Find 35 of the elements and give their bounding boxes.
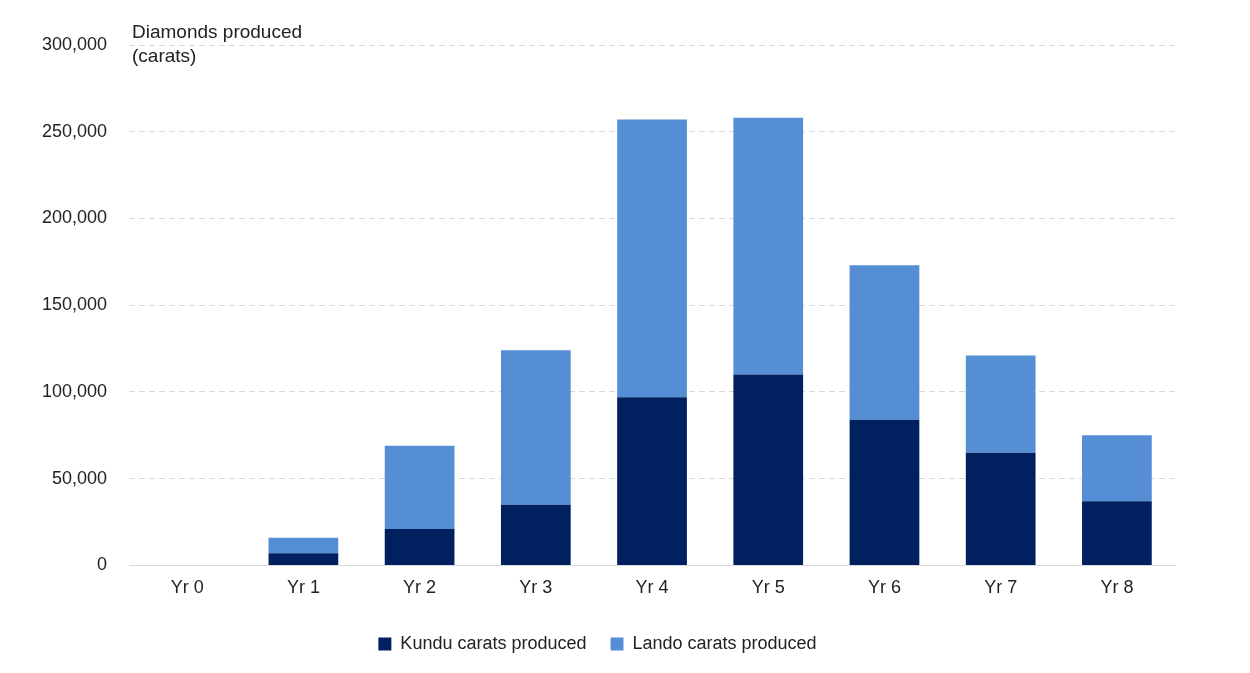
bar	[384, 445, 455, 529]
x-tick-label: Yr 3	[519, 577, 553, 598]
bar	[1082, 501, 1152, 565]
y-tick-label: 250,000	[41, 120, 108, 141]
bar	[268, 553, 339, 565]
y-tick-label: 300,000	[41, 33, 108, 54]
legend-label: Kundu carats produced	[400, 632, 587, 653]
bar	[617, 397, 687, 565]
y-tick-label: 150,000	[41, 294, 108, 315]
bar	[733, 117, 804, 375]
bar	[617, 119, 687, 398]
bar	[500, 350, 571, 505]
x-tick-label: Yr 7	[984, 577, 1018, 598]
y-tick-label: 200,000	[41, 207, 108, 228]
bar	[849, 419, 920, 565]
bar	[965, 452, 1036, 565]
x-tick-label: Yr 6	[867, 577, 901, 598]
x-tick-label: Yr 4	[635, 577, 669, 598]
y-axis-title: Diamonds produced (carats)	[132, 20, 304, 68]
bar	[849, 265, 920, 420]
y-tick-label: 100,000	[41, 380, 108, 401]
x-tick-label: Yr 8	[1100, 577, 1134, 598]
bar	[268, 537, 339, 554]
legend-label: Lando carats produced	[632, 632, 817, 653]
bar	[733, 374, 804, 565]
y-tick-label: 50,000	[52, 467, 108, 488]
bar	[500, 504, 571, 565]
x-tick-label: Yr 0	[170, 577, 204, 598]
x-tick-label: Yr 5	[751, 577, 785, 598]
bar	[965, 355, 1036, 453]
bar	[1082, 435, 1152, 502]
y-tick-label: 0	[97, 554, 108, 575]
x-tick-label: Yr 1	[286, 577, 320, 598]
x-tick-label: Yr 2	[403, 577, 437, 598]
bar	[384, 528, 455, 565]
